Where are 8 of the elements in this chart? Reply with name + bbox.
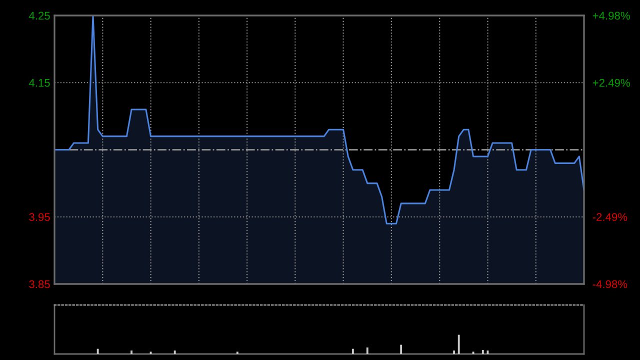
y2-tick-label: -4.98% — [592, 280, 628, 288]
y2-tick-label: -2.49% — [592, 213, 628, 222]
y-tick-label: 3.95 — [29, 213, 50, 222]
y2-tick-label: +2.49% — [592, 78, 630, 87]
y-tick-label: 4.15 — [28, 79, 50, 87]
y2-tick-label: +4.98% — [592, 12, 630, 20]
y-tick-label: 4.25 — [28, 12, 50, 20]
y-tick-label: 3.85 — [29, 280, 50, 288]
